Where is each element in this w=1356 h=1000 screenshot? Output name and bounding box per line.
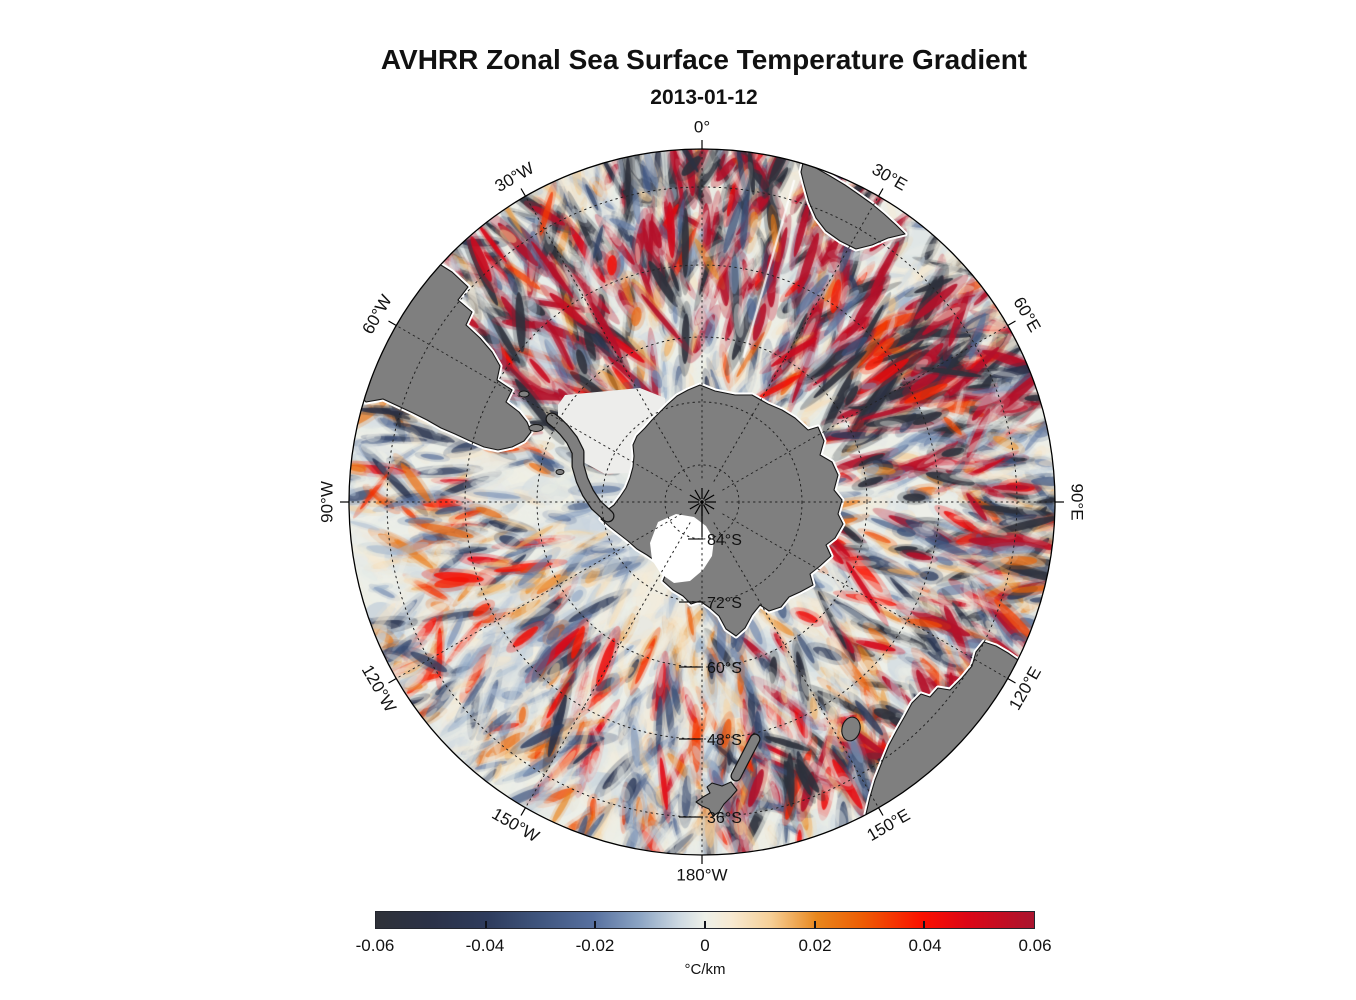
land-antarctic-peninsula-fill (546, 413, 614, 522)
latitude-label-36s: 36°S (707, 810, 742, 827)
latitude-ticks (679, 538, 703, 818)
colorbar-tick-label: -0.06 (355, 936, 395, 955)
meridian-label-120w: 120°W (358, 662, 400, 716)
ice-shelf-ross (650, 514, 714, 583)
island-small-1 (528, 424, 544, 432)
colorbar-tick-label: 0.02 (798, 936, 832, 955)
meridian-label-90w: 90°W (317, 481, 336, 523)
meridian-label-30e: 30°E (869, 160, 911, 195)
colorbar-tick-label: 0 (700, 936, 710, 955)
island-tasmania (841, 716, 861, 742)
land-antarctica-outline (600, 384, 844, 637)
figure-title: AVHRR Zonal Sea Surface Temperature Grad… (380, 44, 1028, 75)
meridian-label-90e: 90°E (1068, 483, 1087, 520)
land-africa-outline (800, 162, 906, 250)
island-new-zealand-south-fill (731, 734, 760, 781)
meridian-label-0: 0° (694, 117, 710, 136)
land-group (350, 160, 1055, 855)
latitude-label-60s: 60°S (707, 660, 742, 677)
colorbar-tick-mark (484, 921, 487, 928)
meridian-label-150w: 150°W (489, 804, 543, 846)
colorbar-tick-label: -0.02 (575, 936, 615, 955)
colorbar (375, 911, 1035, 929)
colorbar-unit-label: °C/km (684, 961, 726, 978)
colorbar-tick-mark (813, 921, 816, 928)
pole-marker (688, 488, 716, 537)
meridian-outer-ticks (340, 140, 1064, 864)
colorbar-tick-labels: -0.06 -0.04 -0.02 0 0.02 0.04 0.06 (356, 936, 1052, 958)
meridian-label-180w: 180°W (676, 865, 727, 884)
colorbar-tick-label: -0.04 (465, 936, 505, 955)
colorbar-tick-mark (704, 921, 706, 928)
figure-subtitle: 2013-01-12 (650, 86, 758, 109)
colorbar-tick-label: 0.06 (1018, 936, 1052, 955)
island-new-zealand-north (695, 781, 738, 817)
meridian-label-30w: 30°W (492, 158, 538, 195)
colorbar-tick-mark (594, 921, 597, 928)
meridian-label-60w: 60°W (358, 292, 395, 338)
meridian-label-60e: 60°E (1009, 294, 1044, 336)
latitude-label-48s: 48°S (707, 732, 742, 749)
colorbar-tick-label: 0.04 (908, 936, 942, 955)
latitude-label-84s: 84°S (707, 532, 742, 549)
island-south-georgia (555, 469, 565, 475)
land-south-america-outline (352, 261, 532, 451)
colorbar-tick-mark (923, 921, 926, 928)
latitude-label-72s: 72°S (707, 595, 742, 612)
island-falkland (518, 390, 530, 398)
